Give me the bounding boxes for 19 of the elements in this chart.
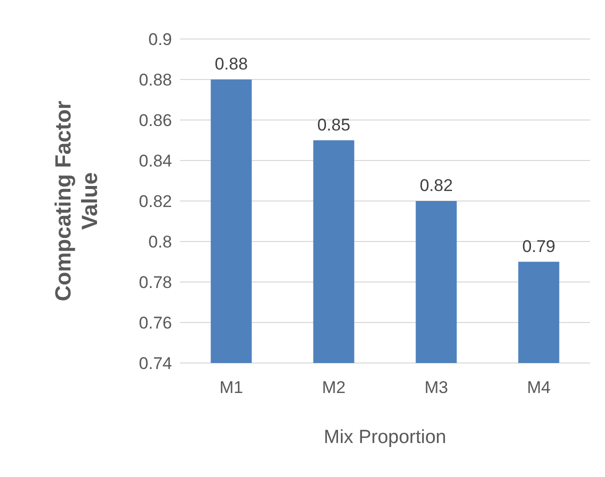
- x-tick-label: M2: [322, 378, 346, 397]
- data-label: 0.88: [214, 54, 248, 74]
- data-label: 0.79: [522, 236, 556, 256]
- y-tick-label: 0.9: [148, 30, 172, 49]
- y-tick-label: 0.76: [138, 313, 172, 332]
- y-axis-title: Compcating Factor Value: [50, 100, 102, 302]
- data-label: 0.82: [420, 176, 453, 195]
- data-label: 0.85: [317, 115, 350, 134]
- x-axis-title: Mix Proportion: [324, 427, 446, 448]
- x-tick-label: M4: [526, 378, 551, 397]
- y-tick-label: 0.86: [138, 110, 172, 130]
- y-tick-label: 0.84: [138, 151, 172, 170]
- y-tick-label: 0.88: [138, 70, 172, 90]
- x-tick-label: M3: [424, 378, 448, 397]
- y-tick-label: 0.82: [138, 192, 172, 211]
- y-tick-label: 0.74: [138, 354, 172, 373]
- y-tick-label: 0.8: [148, 232, 172, 252]
- x-tick-label: M1: [219, 378, 244, 397]
- y-tick-label: 0.78: [138, 272, 172, 292]
